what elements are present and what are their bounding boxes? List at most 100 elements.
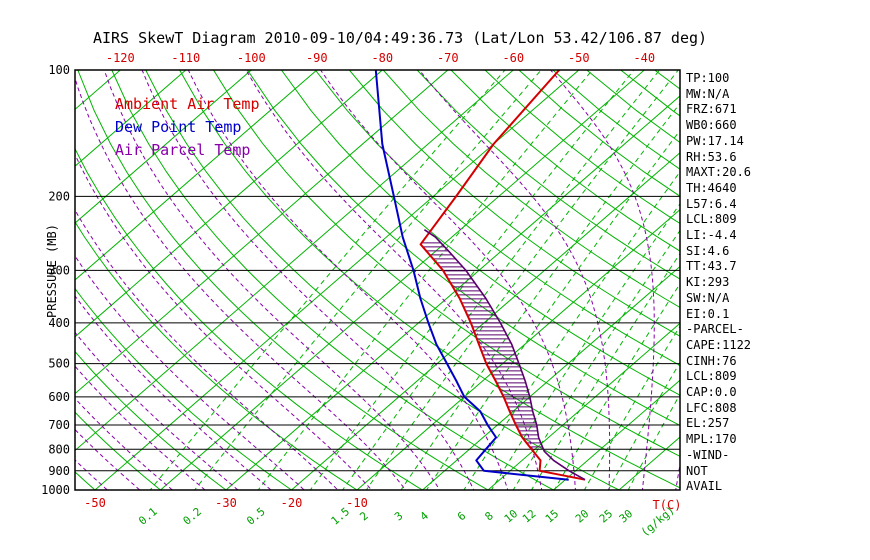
pressure-tick-label: 500 — [48, 357, 70, 371]
stat-line: SI:4.6 — [686, 243, 730, 258]
cape-hatch-area — [421, 242, 543, 448]
top-temp-label: -110 — [171, 51, 200, 65]
moist-adiabat-line — [187, 70, 509, 490]
mixing-ratio-label: 0.2 — [181, 505, 205, 528]
isotherm-line — [75, 70, 187, 167]
stat-line: NOT — [686, 463, 708, 478]
dry-adiabat-line — [247, 70, 680, 426]
stat-line: MW:N/A — [686, 86, 730, 101]
stat-line: KI:293 — [686, 275, 730, 290]
mixing-ratio-line — [463, 171, 680, 490]
moist-adiabat-line — [418, 70, 611, 490]
stat-line: RH:53.6 — [686, 149, 737, 164]
plot-border — [74, 69, 681, 491]
dry-adiabat-line — [280, 70, 680, 396]
top-temp-label: -60 — [502, 51, 524, 65]
stat-line: TH:4640 — [686, 180, 737, 195]
stat-line: LFC:808 — [686, 400, 737, 415]
isotherm-line — [553, 379, 680, 490]
top-temp-label: -80 — [371, 51, 393, 65]
dry-adiabat-line — [111, 70, 555, 490]
stat-line: CAPE:1122 — [686, 337, 752, 352]
isotherm-line — [356, 208, 680, 490]
mixing-ratio-label: 6 — [455, 509, 468, 523]
pressure-axis-label: PRESSURE (MB) — [45, 224, 59, 318]
mixing-ratio-label: 4 — [418, 509, 432, 523]
mixing-ratio-line — [257, 70, 593, 490]
stat-line: EL:257 — [686, 416, 730, 431]
stat-line: EI:0.1 — [686, 306, 730, 321]
stat-line: -PARCEL- — [686, 322, 744, 337]
isotherm-line — [75, 70, 449, 395]
isotherm-line — [75, 70, 318, 281]
stat-line: L57:6.4 — [686, 196, 737, 211]
ambient-air-temp-curve — [419, 70, 586, 481]
isotherm-line — [422, 265, 680, 490]
stat-line: MPL:170 — [686, 432, 737, 447]
isotherm-line — [75, 70, 252, 224]
isotherm-line — [291, 152, 680, 490]
dry-adiabat-line — [75, 147, 424, 490]
mixing-ratio-label: 20 — [573, 507, 592, 525]
stat-line: CINH:76 — [686, 353, 737, 368]
mixing-ratio-label: 0.5 — [244, 505, 268, 528]
dew-point-temp-curve — [374, 70, 569, 481]
stat-line: TT:43.7 — [686, 259, 737, 274]
mixing-ratio-label: 2 — [357, 509, 370, 523]
bottom-temp-label: -50 — [84, 496, 106, 510]
mixing-ratio-line — [512, 229, 680, 490]
moist-adiabat-line — [550, 70, 655, 490]
stat-line: LCL:809 — [686, 369, 737, 384]
pressure-tick-label: 1000 — [41, 483, 70, 497]
top-temp-label: -100 — [237, 51, 266, 65]
stats-panel: TP:100 MW:N/A FRZ:671 WB0:660 PW:17.14 RH:53.… — [686, 71, 751, 495]
isotherm-line — [487, 322, 680, 490]
moist-adiabat-line — [75, 459, 109, 490]
dry-adiabat-line — [77, 70, 490, 490]
bottom-temp-label: -30 — [215, 496, 237, 510]
pressure-tick-label: 800 — [48, 442, 70, 456]
dry-adiabat-line — [348, 70, 680, 337]
dry-adiabat-line — [75, 411, 162, 490]
moist-adiabat-line — [75, 331, 239, 490]
mixing-ratio-line — [583, 325, 680, 490]
mixing-ratio-line — [530, 252, 680, 490]
stat-line: FRZ:671 — [686, 102, 737, 117]
moist-adiabat-line — [75, 365, 206, 490]
isotherm-line — [75, 70, 383, 338]
mixing-ratio-line — [193, 70, 542, 490]
background-isolines — [75, 70, 680, 490]
mixing-ratio-line — [309, 70, 635, 490]
pressure-gridlines — [75, 69, 680, 491]
stat-line: TP:100 — [686, 71, 730, 85]
mixing-ratio-label: 10 — [502, 507, 521, 525]
mixing-ratio-label: 8 — [482, 509, 495, 523]
top-temp-label: -70 — [437, 51, 459, 65]
moist-adiabat-line — [675, 461, 680, 490]
isotherm-line — [75, 70, 514, 452]
dry-adiabat-line — [382, 70, 680, 309]
mixing-ratio-line — [490, 202, 680, 490]
mixing-ratio-line — [341, 70, 660, 490]
moist-adiabat-line — [320, 70, 576, 490]
moist-adiabat-line — [141, 70, 475, 490]
dry-adiabat-line — [75, 221, 358, 490]
mixing-ratio-label: 12 — [520, 507, 539, 525]
mixing-ratio-label: 15 — [543, 507, 562, 525]
isotherm-line — [94, 70, 580, 490]
mixing-ratio-line — [149, 70, 506, 490]
mixing-ratio-line — [365, 70, 679, 490]
moist-adiabat-line — [75, 397, 174, 490]
stat-line: MAXT:20.6 — [686, 165, 752, 180]
mixing-ratio-label: 30 — [617, 507, 636, 525]
pressure-tick-label: 600 — [48, 390, 70, 404]
axis-unit-labels: PRESSURE (MB) T(C) (g/kg) — [45, 224, 681, 539]
stat-line: WB0:660 — [686, 118, 737, 133]
dry-adiabat-line — [145, 70, 621, 490]
moist-adiabat-line — [75, 428, 141, 490]
moist-adiabat-line — [103, 70, 441, 490]
stat-line: -WIND- — [686, 447, 730, 462]
pressure-tick-label: 900 — [48, 464, 70, 478]
mixing-ratio-label: 3 — [392, 509, 405, 523]
